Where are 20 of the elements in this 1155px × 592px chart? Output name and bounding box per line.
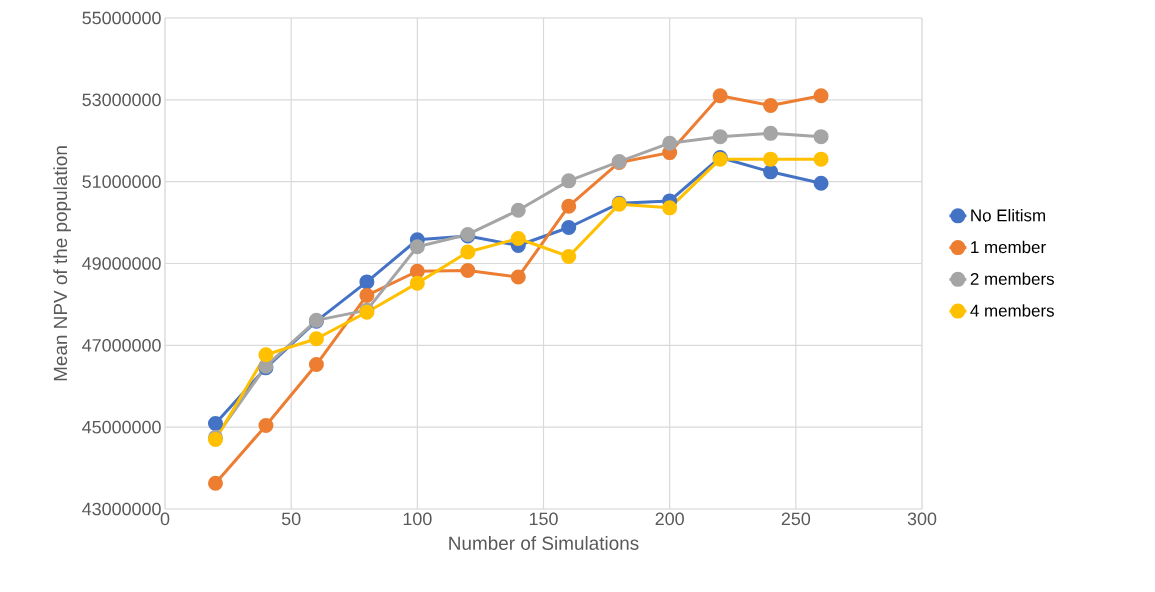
x-tick-label: 100 [403,512,432,526]
x-tick-label: 200 [655,512,684,526]
y-axis-title: Mean NPV of the population [53,146,71,381]
x-axis-title: Number of Simulations [449,536,639,550]
y-tick-label: 53000000 [82,93,161,107]
x-tick-label: 150 [529,512,558,526]
x-tick-label: 250 [781,512,811,526]
legend-label: 1 member [971,240,1046,254]
y-tick-label: 51000000 [82,175,161,188]
legend-label: No Elitism [971,208,1045,222]
y-tick-label: 45000000 [82,420,161,434]
x-tick-label: 0 [160,512,170,526]
x-tick-label: 300 [907,512,937,526]
y-tick-label: 43000000 [82,502,161,516]
x-tick-label: 50 [281,512,301,526]
legend-label: 4 members [970,304,1054,317]
y-tick-label: 55000000 [82,11,161,25]
y-tick-label: 49000000 [82,257,161,270]
legend-label: 2 members [970,272,1054,285]
y-tick-label: 47000000 [82,338,161,352]
